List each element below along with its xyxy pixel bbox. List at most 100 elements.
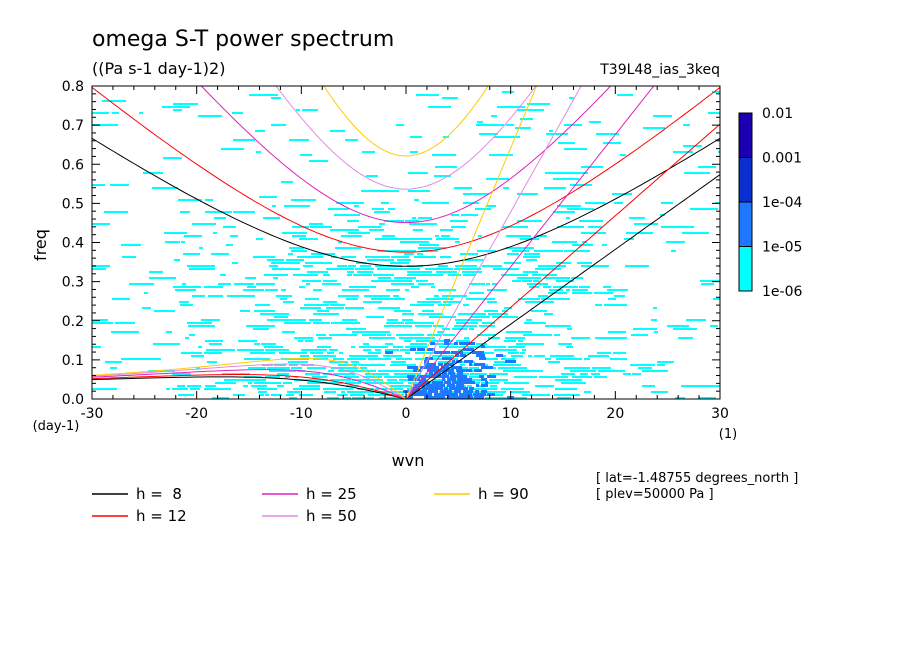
power-cell-strong	[451, 366, 463, 369]
power-cell	[358, 226, 381, 228]
power-cell-strong	[474, 363, 486, 366]
power-cell	[201, 319, 220, 321]
power-cell	[487, 301, 497, 303]
power-cell	[481, 382, 499, 384]
power-cell	[258, 391, 267, 393]
power-cell	[371, 298, 378, 300]
power-cell-strong	[422, 393, 433, 396]
y-tick-label: 0.7	[62, 118, 84, 134]
power-cell	[508, 316, 518, 318]
power-cell	[592, 367, 611, 369]
power-cell	[477, 346, 506, 348]
power-cell	[198, 115, 222, 117]
power-cell	[256, 151, 261, 153]
power-cell	[329, 349, 338, 351]
power-cell-strong	[487, 375, 497, 378]
power-cell	[149, 271, 163, 273]
power-cell	[522, 280, 532, 282]
power-cell	[378, 370, 384, 372]
power-cell	[620, 154, 626, 156]
power-cell	[493, 364, 521, 366]
power-cell	[514, 376, 537, 378]
power-cell	[140, 358, 161, 360]
power-cell	[271, 124, 286, 126]
power-cell	[174, 259, 180, 261]
power-cell	[399, 379, 413, 381]
power-cell	[416, 94, 439, 96]
power-cell	[402, 313, 414, 315]
power-cell	[553, 286, 578, 288]
power-cell	[110, 367, 117, 369]
power-cell	[330, 229, 359, 231]
power-cell	[558, 142, 575, 144]
x-tick-label: 0	[402, 406, 411, 422]
power-cell	[440, 229, 453, 231]
power-cell	[206, 349, 235, 351]
power-cell	[434, 175, 451, 177]
power-cell	[265, 349, 289, 351]
power-cell	[506, 331, 532, 333]
power-cell	[277, 385, 284, 387]
power-cell	[281, 289, 286, 291]
power-cell	[411, 286, 419, 288]
power-cell	[260, 313, 289, 315]
power-cell	[477, 334, 496, 336]
info-latitude: [ lat=-1.48755 degrees_north ]	[596, 471, 798, 486]
power-cell	[309, 223, 323, 225]
power-cell	[494, 136, 520, 138]
power-cell	[357, 388, 374, 390]
power-cell	[205, 340, 223, 342]
power-cell-strong	[429, 372, 434, 375]
power-cell	[608, 298, 616, 300]
power-cell	[407, 271, 418, 273]
power-cell	[371, 280, 389, 282]
power-cell	[312, 376, 327, 378]
power-cell	[338, 241, 342, 243]
power-cell	[504, 340, 516, 342]
power-cell-strong	[441, 393, 451, 396]
power-cell	[533, 280, 539, 282]
dispersion-curve-h90	[92, 358, 407, 399]
power-cell	[487, 289, 507, 291]
power-cell	[436, 271, 457, 273]
power-cell	[388, 382, 403, 384]
power-cell	[404, 253, 414, 255]
power-cell	[183, 253, 200, 255]
power-cell	[556, 358, 564, 360]
power-cell	[335, 247, 361, 249]
power-cell	[349, 388, 353, 390]
power-cell	[701, 283, 714, 285]
power-cell	[517, 277, 541, 279]
power-cell	[529, 343, 544, 345]
power-cell	[450, 220, 468, 222]
power-cell	[347, 274, 352, 276]
power-cell-strong	[447, 396, 452, 399]
power-cell	[387, 379, 397, 381]
power-cell	[245, 277, 256, 279]
power-cell	[516, 343, 529, 345]
power-cell	[719, 265, 720, 267]
power-cell	[310, 352, 323, 354]
power-cell	[323, 388, 349, 390]
power-cell	[476, 124, 504, 126]
power-cell	[122, 256, 136, 258]
power-cell	[433, 325, 444, 327]
power-cell	[427, 334, 441, 336]
power-cell	[205, 211, 232, 213]
power-cell-strong	[426, 384, 434, 387]
power-cell	[554, 334, 560, 336]
power-cell	[240, 310, 250, 312]
power-cell-strong	[460, 354, 467, 357]
power-cell	[405, 289, 409, 291]
power-cell	[477, 250, 496, 252]
power-cell	[214, 217, 226, 219]
power-cell	[353, 274, 360, 276]
power-cell	[520, 352, 525, 354]
power-cell	[164, 232, 187, 234]
power-cell	[143, 172, 163, 174]
power-cell	[404, 340, 411, 342]
legend-label: h = 25	[306, 485, 357, 503]
power-cell	[507, 253, 519, 255]
power-cell	[698, 397, 716, 399]
power-cell	[404, 373, 421, 375]
